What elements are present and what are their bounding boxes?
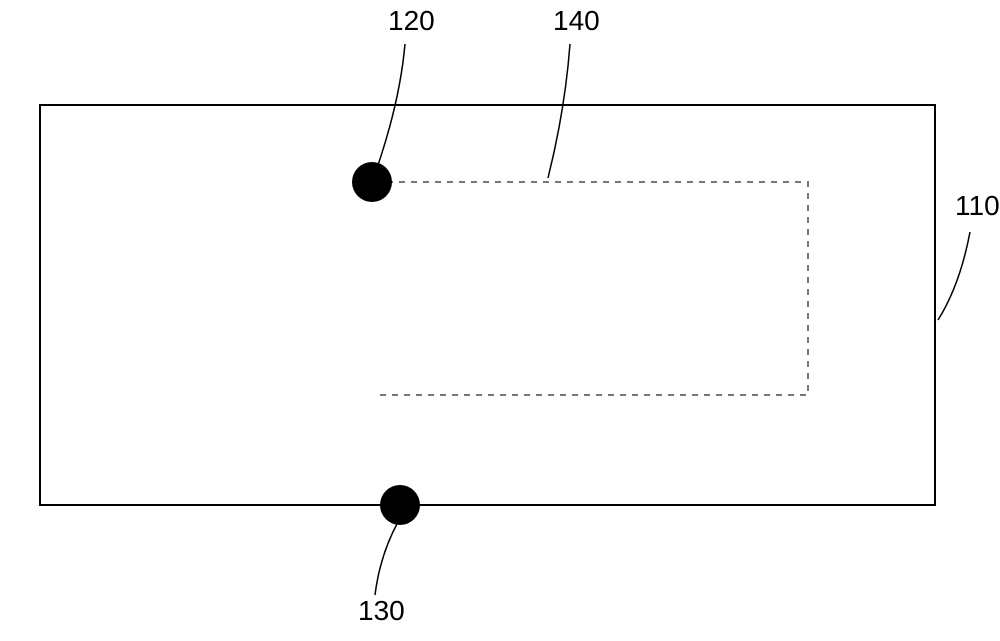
label-140: 140 (548, 5, 600, 178)
label-140-text: 140 (553, 5, 600, 36)
dot-top (352, 162, 392, 202)
label-140-leader (548, 44, 570, 178)
label-110-text: 110 (955, 190, 1000, 221)
diagram-svg: 120 140 110 130 (0, 0, 1000, 641)
inner-dashed-rect (375, 182, 808, 395)
label-130: 130 (358, 522, 405, 626)
outer-rect (40, 105, 935, 505)
label-110-leader (938, 232, 970, 320)
label-130-leader (375, 522, 398, 595)
label-130-text: 130 (358, 595, 405, 626)
label-110: 110 (938, 190, 1000, 320)
label-120-text: 120 (388, 5, 435, 36)
diagram-stage: 120 140 110 130 (0, 0, 1000, 641)
dot-bottom (380, 485, 420, 525)
label-120: 120 (378, 5, 435, 165)
